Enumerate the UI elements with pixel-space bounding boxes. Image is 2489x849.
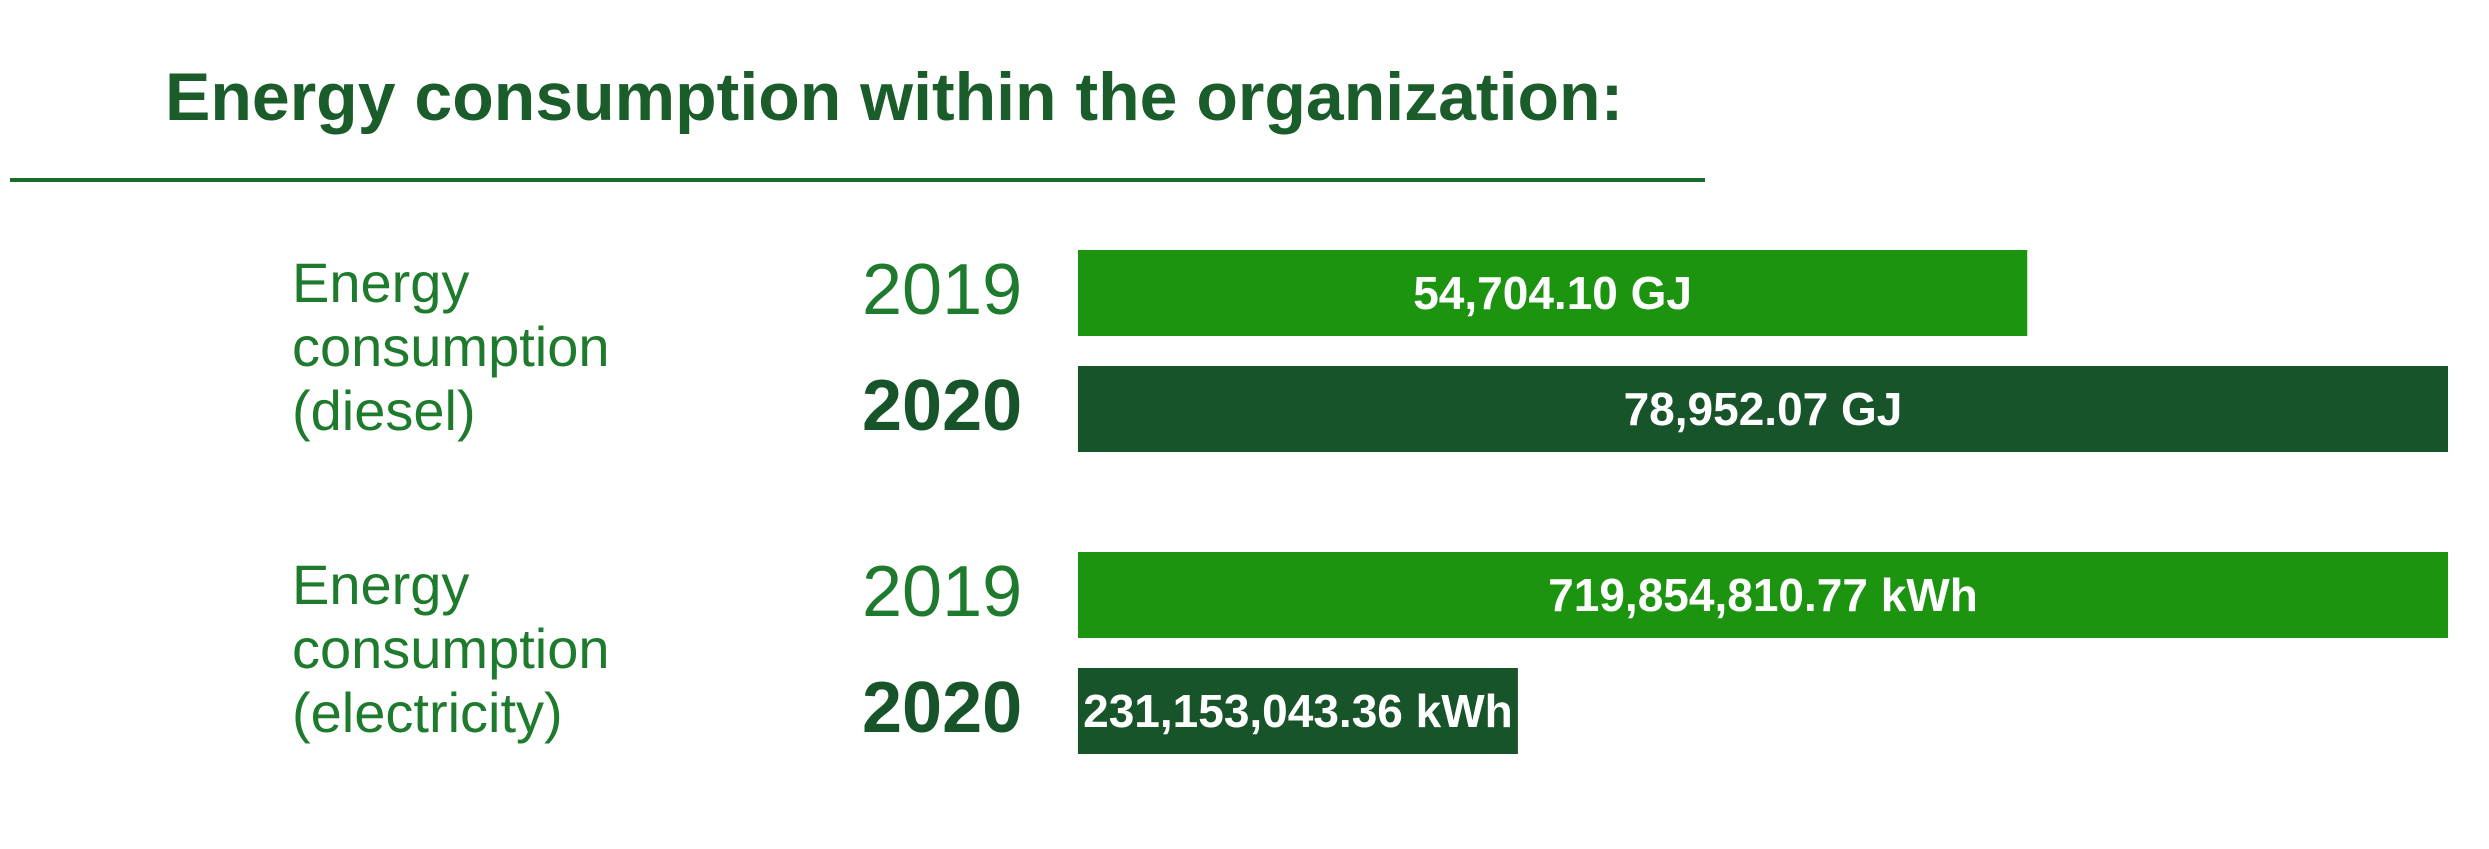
- bar-value-label: 719,854,810.77 kWh: [1548, 569, 1978, 621]
- group-label-line: consumption: [292, 617, 610, 680]
- group-label-line: Energy: [292, 251, 469, 314]
- group-label-line: Energy: [292, 553, 469, 616]
- bar: [1078, 668, 1518, 754]
- bar: [1078, 552, 2448, 638]
- group-label-line: (electricity): [292, 681, 563, 744]
- group-label-line: (diesel): [292, 379, 476, 442]
- year-label: 2020: [862, 366, 1022, 446]
- bar: [1078, 366, 2448, 452]
- chart-title: Energy consumption within the organizati…: [165, 59, 1623, 135]
- group-label-line: consumption: [292, 315, 610, 378]
- year-label: 2020: [862, 668, 1022, 748]
- bar-value-label: 78,952.07 GJ: [1624, 383, 1903, 435]
- year-label: 2019: [862, 250, 1022, 330]
- bar-value-label: 231,153,043.36 kWh: [1083, 685, 1513, 737]
- bar: [1078, 250, 2028, 336]
- bar-value-label: 54,704.10 GJ: [1413, 267, 1692, 319]
- year-label: 2019: [862, 552, 1022, 632]
